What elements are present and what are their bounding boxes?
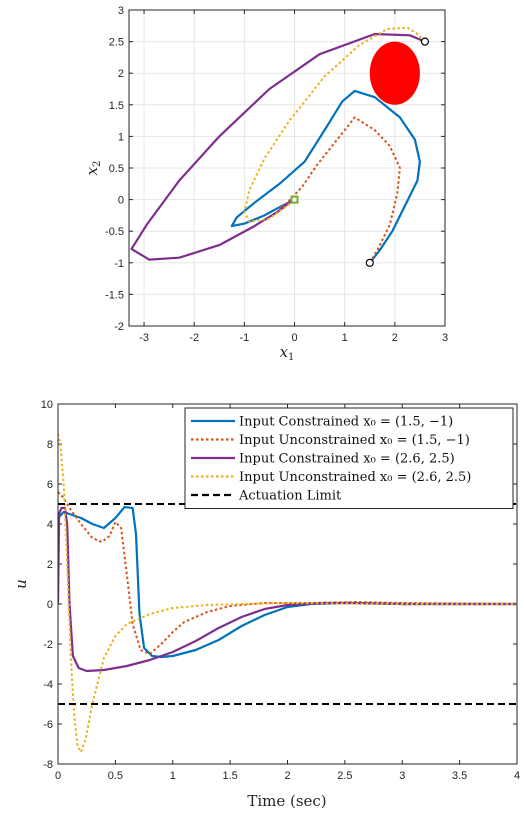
obstacle-region <box>369 41 420 105</box>
x-tick-label: 3 <box>399 770 405 782</box>
y-tick-label: -4 <box>43 679 53 691</box>
x-tick-label: -3 <box>139 332 149 344</box>
y-tick-label: 1.5 <box>109 100 124 112</box>
legend: Input Constrained x₀ = (1.5, −1) Input Un… <box>184 407 514 509</box>
legend-box <box>184 407 514 509</box>
axes-box <box>128 9 446 327</box>
series-line <box>58 505 517 659</box>
y-tick-label: 0 <box>47 599 53 611</box>
x-axis-label: x1 <box>280 343 295 363</box>
trajectory-plot: -3 -2 -1 0 1 2 3 -2 -1.5 -1 -0.5 0 0.5 1 1.5 2 2.5 3 x1 x2 <box>83 5 448 363</box>
y-tick-label: 3 <box>118 5 124 17</box>
series-line <box>58 433 517 753</box>
x-tick-label: 1 <box>342 332 348 344</box>
series-line <box>278 116 401 264</box>
start-point-marker <box>365 258 374 267</box>
x-tick-label: 4 <box>514 770 520 782</box>
y-tick-label: -6 <box>43 719 53 731</box>
y-tick-label: 2.5 <box>109 37 124 49</box>
x-tick-label: 0 <box>291 332 297 344</box>
x-tick-label: -1 <box>239 332 249 344</box>
legend-label: Input Unconstrained x₀ = (1.5, −1) <box>239 433 470 448</box>
x-tick-label: 1.5 <box>222 770 237 782</box>
y-axis-label: u <box>12 579 30 589</box>
y-tick-label: -8 <box>43 759 53 771</box>
x-tick-label: 2 <box>392 332 398 344</box>
y-tick-label: -2 <box>43 639 53 651</box>
y-tick-label: -2 <box>114 321 124 333</box>
x-tick-label: 0 <box>55 770 61 782</box>
x-tick-label: 3 <box>442 332 448 344</box>
y-tick-label: 2 <box>118 68 124 80</box>
y-tick-label: -0.5 <box>105 226 124 238</box>
target-point-marker <box>290 195 299 204</box>
y-tick-label: 1 <box>118 131 124 143</box>
y-tick-label: -1 <box>114 258 124 270</box>
y-tick-label: 4 <box>47 519 53 531</box>
y-tick-label: 8 <box>47 439 53 451</box>
start-point-marker <box>420 37 430 46</box>
x-axis-label: Time (sec) <box>247 792 326 810</box>
x-tick-label: 2 <box>284 770 290 782</box>
plot-content <box>130 26 426 264</box>
y-tick-label: 2 <box>47 559 53 571</box>
axes-box <box>57 403 518 765</box>
y-tick-label: -1.5 <box>105 289 124 301</box>
series-line <box>58 491 517 655</box>
x-tick-label: 2.5 <box>337 770 352 782</box>
y-tick-label: 10 <box>41 399 53 411</box>
y-tick-label: 6 <box>47 479 53 491</box>
y-tick-label: 0.5 <box>109 163 124 175</box>
x-tick-label: 1 <box>170 770 176 782</box>
control-input-plot: 0 0.5 1 1.5 2 2.5 3 3.5 4 -8 -6 -4 -2 0 2 4 6 8 10 Time (se… <box>12 399 520 810</box>
x-tick-label: 3.5 <box>452 770 467 782</box>
y-axis-label: x2 <box>83 161 103 176</box>
legend-label: Input Unconstrained x₀ = (2.6, 2.5) <box>239 470 471 485</box>
legend-label: Input Constrained x₀ = (1.5, −1) <box>239 415 453 430</box>
series-line <box>243 26 426 223</box>
plot-content <box>58 433 517 753</box>
series-line <box>130 32 426 261</box>
legend-label: Actuation Limit <box>238 489 342 504</box>
x-tick-label: 0.5 <box>108 770 123 782</box>
x-tick-label: -2 <box>189 332 199 344</box>
series-line <box>230 89 421 264</box>
y-tick-label: 0 <box>118 195 124 207</box>
legend-label: Input Constrained x₀ = (2.6, 2.5) <box>239 452 455 467</box>
